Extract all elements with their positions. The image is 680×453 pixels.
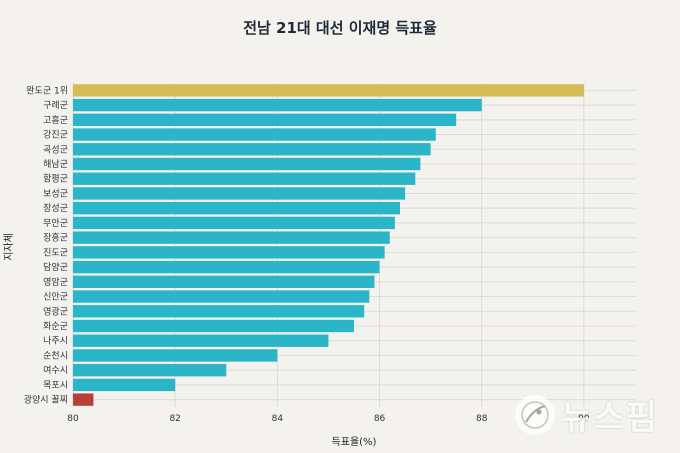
bar bbox=[73, 128, 436, 141]
y-tick-label: 나주시 bbox=[43, 336, 68, 347]
y-tick-label: 구례군 bbox=[43, 100, 68, 111]
bar bbox=[73, 231, 390, 244]
y-tick-label: 순천시 bbox=[43, 350, 68, 361]
y-tick-label: 함평군 bbox=[43, 174, 68, 185]
bar bbox=[73, 216, 395, 230]
y-tick-label: 목포시 bbox=[43, 380, 68, 391]
x-tick-label: 82 bbox=[169, 414, 180, 424]
bar bbox=[73, 349, 278, 362]
bar bbox=[73, 393, 94, 406]
y-tick-labels: 완도군 1위구례군고흥군강진군곡성군해남군함평군보성군장성군무안군장흥군진도군담… bbox=[24, 85, 68, 405]
y-tick-label: 담양군 bbox=[43, 261, 68, 273]
y-tick-label: 완도군 1위 bbox=[26, 85, 68, 96]
x-tick-labels: 80 82 84 86 88 90 bbox=[67, 414, 590, 424]
bars bbox=[73, 84, 584, 406]
bar bbox=[73, 246, 385, 259]
bar bbox=[73, 98, 482, 112]
bar bbox=[73, 363, 227, 377]
y-tick-label: 보성군 bbox=[43, 188, 68, 199]
bar bbox=[73, 113, 457, 127]
y-tick-label: 광양시 꼴찌 bbox=[24, 394, 68, 406]
x-tick-label: 84 bbox=[272, 414, 284, 424]
x-axis-label: 득표율(%) bbox=[332, 436, 377, 448]
bar bbox=[73, 334, 329, 347]
chart-title: 전남 21대 대선 이재명 득표율 bbox=[243, 19, 437, 37]
bar bbox=[73, 84, 584, 97]
newspim-logo-icon bbox=[515, 394, 556, 435]
y-tick-label: 영광군 bbox=[43, 305, 68, 317]
bar bbox=[73, 305, 365, 318]
x-tick-label: 86 bbox=[374, 414, 386, 424]
watermark: 뉴스핌 bbox=[515, 390, 658, 439]
watermark-text: 뉴스핌 bbox=[561, 398, 658, 438]
bar bbox=[73, 260, 380, 274]
y-tick-label: 여수시 bbox=[43, 364, 68, 376]
y-tick-label: 해남군 bbox=[43, 159, 68, 170]
y-tick-label: 곡성군 bbox=[43, 144, 68, 155]
y-tick-label: 신안군 bbox=[43, 292, 68, 303]
y-tick-label: 영암군 bbox=[43, 276, 68, 288]
y-axis-label: 지자체 bbox=[3, 233, 15, 261]
x-tick-label: 88 bbox=[476, 414, 488, 424]
bar bbox=[73, 157, 421, 171]
bar bbox=[73, 201, 400, 215]
bar bbox=[73, 187, 406, 200]
bar bbox=[73, 275, 375, 289]
bar bbox=[73, 378, 176, 392]
x-tick-label: 80 bbox=[67, 414, 79, 424]
y-tick-label: 무안군 bbox=[43, 218, 68, 229]
bar bbox=[73, 290, 370, 303]
y-tick-label: 장성군 bbox=[43, 203, 68, 214]
y-tick-label: 강진군 bbox=[43, 130, 68, 141]
y-tick-label: 진도군 bbox=[43, 247, 68, 258]
bar bbox=[73, 172, 416, 185]
bar bbox=[73, 143, 431, 156]
y-tick-label: 고흥군 bbox=[43, 114, 68, 126]
bar bbox=[73, 319, 354, 333]
x-tick-label: 90 bbox=[578, 414, 590, 424]
y-tick-label: 장흥군 bbox=[43, 232, 68, 244]
y-tick-label: 화순군 bbox=[43, 321, 68, 332]
